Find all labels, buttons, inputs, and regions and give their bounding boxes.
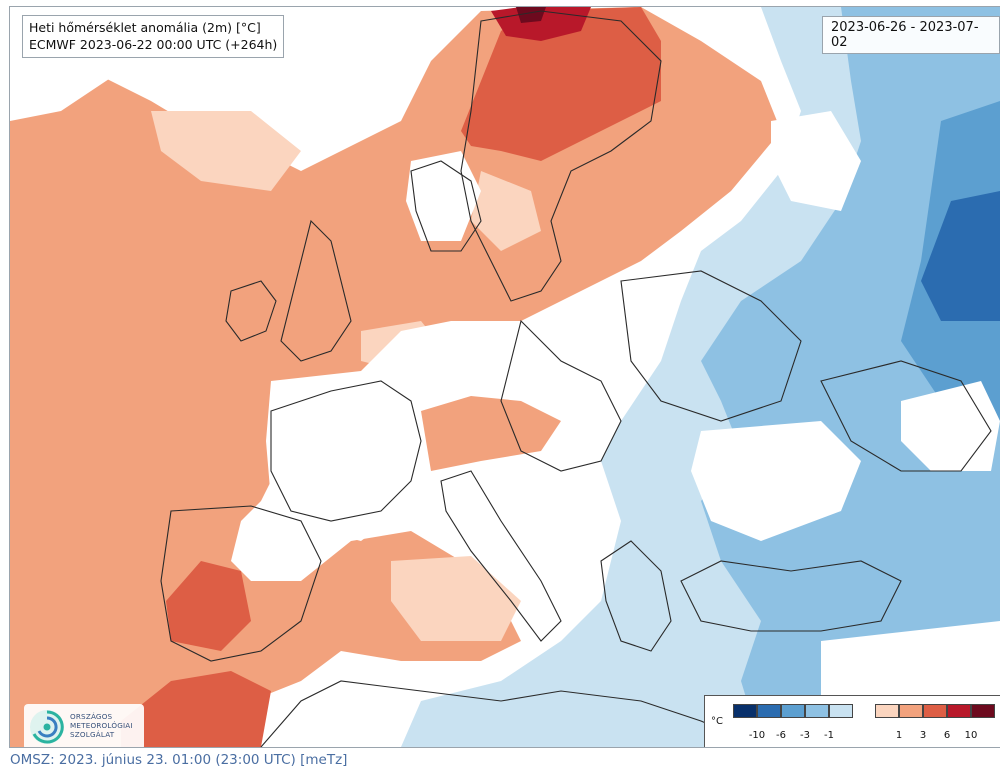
logo-line: SZOLGÁLAT: [70, 730, 115, 739]
legend-label: -10: [748, 730, 766, 741]
strong-warm-region: [461, 7, 661, 161]
color-legend: °C -10 -6 -3 -1 1 3 6 10: [704, 695, 1000, 747]
legend-swatch-cold: [757, 704, 781, 718]
legend-swatch-cold: [829, 704, 853, 718]
legend-swatch-warm: [947, 704, 971, 718]
strong-warm-region: [166, 561, 251, 651]
legend-swatch-cold: [805, 704, 829, 718]
legend-label: 6: [943, 730, 951, 741]
neutral-region: [691, 421, 861, 541]
coastlines: [160, 10, 992, 747]
legend-label: 3: [919, 730, 927, 741]
map-title: Heti hőmérséklet anomália (2m) [°C] ECMW…: [22, 15, 285, 58]
legend-label: 10: [964, 730, 978, 741]
omsz-logo: ORSZÁGOS METEOROLÓGIAI SZOLGÁLAT: [24, 704, 144, 747]
legend-swatch-warm: [923, 704, 947, 718]
footer-credit: OMSZ: 2023. június 23. 01:00 (23:00 UTC)…: [10, 752, 348, 768]
map-title-line2: ECMWF 2023-06-22 00:00 UTC (+264h): [29, 37, 278, 52]
legend-swatch-cold: [733, 704, 757, 718]
anomaly-map: [10, 7, 1000, 747]
warm-anomaly-region: [421, 396, 561, 471]
legend-label: -1: [824, 730, 834, 741]
logo-text: ORSZÁGOS METEOROLÓGIAI SZOLGÁLAT: [70, 712, 133, 739]
strong-warm-region: [121, 671, 271, 747]
neutral-region: [406, 151, 481, 241]
map-frame: Heti hőmérséklet anomália (2m) [°C] ECMW…: [9, 6, 1000, 748]
legend-swatch-cold: [781, 704, 805, 718]
cold-anomaly-region: [701, 7, 1000, 747]
legend-swatch-warm: [875, 704, 899, 718]
legend-swatch-warm: [899, 704, 923, 718]
legend-label: -3: [800, 730, 810, 741]
neutral-region: [901, 381, 1000, 471]
legend-label: 1: [895, 730, 903, 741]
legend-unit: °C: [711, 716, 723, 727]
logo-line: ORSZÁGOS: [70, 712, 113, 721]
light-warm-region: [151, 111, 301, 191]
cold-anomaly-region: [921, 191, 1000, 321]
date-range: 2023-06-26 - 2023-07-02: [822, 16, 1000, 54]
neutral-region: [251, 511, 321, 581]
legend-swatch-warm: [971, 704, 995, 718]
logo-line: METEOROLÓGIAI: [70, 721, 133, 730]
neutral-region: [771, 111, 861, 211]
light-warm-region: [471, 171, 541, 251]
map-title-line1: Heti hőmérséklet anomália (2m) [°C]: [29, 20, 261, 35]
swirl-logo-icon: [30, 710, 64, 744]
light-warm-region: [391, 556, 521, 641]
legend-label: -6: [776, 730, 786, 741]
